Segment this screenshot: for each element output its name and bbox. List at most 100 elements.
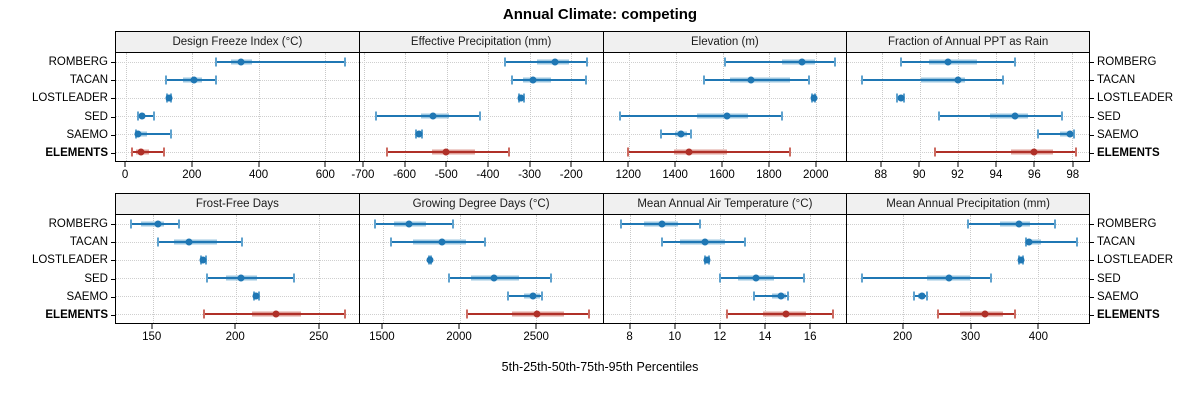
grid-line-v bbox=[1037, 215, 1039, 323]
axis-tick bbox=[970, 324, 971, 329]
whisker-cap bbox=[1074, 147, 1077, 157]
strip-mean-annual-precipitation: Mean Annual Precipitation (mm) bbox=[846, 193, 1090, 215]
axis-tick-label: -500 bbox=[434, 169, 458, 181]
grid-line-h bbox=[359, 224, 603, 225]
axis-tick bbox=[1072, 162, 1074, 167]
row-label-saemo: SAEMO bbox=[0, 126, 115, 144]
series-row-tacan bbox=[847, 71, 1089, 89]
median-dot bbox=[138, 112, 146, 120]
whisker-cap bbox=[831, 309, 834, 319]
grid-line-h bbox=[116, 116, 359, 117]
percentile-whisker bbox=[375, 223, 453, 225]
axis-tick bbox=[809, 324, 811, 329]
axis-tick bbox=[815, 162, 817, 167]
axis-mean-annual-precipitation: 200 300 400 bbox=[846, 324, 1090, 355]
plot-effective-precipitation bbox=[358, 53, 603, 162]
plot-fraction-annual-ppt-rain bbox=[846, 53, 1090, 162]
axis-tick bbox=[458, 324, 460, 329]
series-row-sed bbox=[603, 107, 847, 125]
grid-line-v bbox=[970, 215, 972, 323]
whisker-cap bbox=[753, 291, 756, 301]
row-labels-left-1: ROMBERG TACAN LOSTLEADER SED SAEMO ELEMENTS bbox=[0, 31, 115, 193]
axis-tick bbox=[234, 324, 236, 329]
grid-line-h bbox=[603, 224, 847, 225]
axis-tick-label: 300 bbox=[960, 331, 981, 343]
whisker-cap bbox=[802, 273, 805, 283]
whisker-cap bbox=[549, 273, 552, 283]
whisker-cap bbox=[937, 309, 940, 319]
strip-frost-free-days: Frost-Free Days bbox=[115, 193, 359, 215]
whisker-cap bbox=[585, 75, 588, 85]
whisker-cap bbox=[966, 219, 969, 229]
series-row-sed bbox=[603, 269, 847, 287]
row-label-elements: ELEMENTS bbox=[0, 144, 115, 162]
median-dot bbox=[703, 256, 711, 264]
grid-line-h bbox=[603, 134, 847, 135]
whisker-cap bbox=[690, 129, 693, 139]
percentile-whisker bbox=[862, 277, 992, 279]
whisker-cap bbox=[344, 57, 347, 67]
row-label-romberg: ROMBERG bbox=[1090, 53, 1200, 71]
series-row-elements bbox=[847, 305, 1089, 323]
whisker-cap bbox=[164, 75, 167, 85]
median-dot bbox=[134, 130, 142, 138]
grid-line-v bbox=[363, 53, 365, 161]
axis-tick bbox=[124, 162, 126, 167]
grid-line-v bbox=[630, 215, 632, 323]
median-dot bbox=[415, 130, 423, 138]
whisker-cap bbox=[214, 57, 217, 67]
median-dot bbox=[1066, 130, 1074, 138]
axis-tick bbox=[191, 162, 193, 167]
axis-tick bbox=[719, 324, 721, 329]
whisker-cap bbox=[375, 111, 378, 121]
panel-row-1: ROMBERG TACAN LOSTLEADER SED SAEMO ELEMENTS De… bbox=[0, 31, 1200, 193]
whisker-cap bbox=[390, 237, 393, 247]
percentile-whisker bbox=[507, 295, 542, 297]
series-row-lostleader bbox=[359, 251, 603, 269]
strip-fraction-annual-ppt-rain: Fraction of Annual PPT as Rain bbox=[846, 31, 1090, 53]
series-row-saemo bbox=[847, 125, 1089, 143]
series-row-lostleader bbox=[116, 251, 359, 269]
panel-grid: ROMBERG TACAN LOSTLEADER SED SAEMO ELEMENTS De… bbox=[0, 31, 1200, 355]
median-dot bbox=[154, 220, 162, 228]
axis-tick bbox=[324, 162, 326, 167]
grid-line-v bbox=[325, 53, 327, 161]
axis-tick-label: 1600 bbox=[709, 169, 735, 181]
axis-tick-label: 12 bbox=[713, 331, 727, 343]
series-row-saemo bbox=[359, 125, 603, 143]
axis-tick bbox=[535, 324, 537, 329]
grid-line-h bbox=[116, 224, 359, 225]
median-dot bbox=[490, 274, 498, 282]
axis-tick-label: 150 bbox=[142, 331, 162, 343]
series-row-elements bbox=[116, 305, 359, 323]
grid-line-h bbox=[359, 134, 603, 135]
series-row-sed bbox=[847, 269, 1089, 287]
row-label-tacan: TACAN bbox=[0, 71, 115, 89]
whisker-cap bbox=[724, 57, 727, 67]
grid-line-h bbox=[359, 80, 603, 81]
row-label-sed: SED bbox=[1090, 108, 1200, 126]
grid-line-v bbox=[192, 53, 194, 161]
axis-growing-degree-days: 1500 2000 2500 bbox=[359, 324, 603, 355]
median-dot bbox=[954, 76, 962, 84]
grid-line-v bbox=[903, 215, 905, 323]
whisker-cap bbox=[620, 219, 623, 229]
median-dot bbox=[1030, 148, 1038, 156]
median-dot bbox=[533, 310, 541, 318]
grid-line-v bbox=[529, 53, 531, 161]
axis-tick bbox=[570, 162, 572, 167]
whisker-cap bbox=[912, 291, 915, 301]
grid-line-v bbox=[810, 215, 812, 323]
percentile-whisker bbox=[137, 115, 155, 117]
median-dot bbox=[517, 94, 525, 102]
row-label-sed: SED bbox=[0, 108, 115, 126]
strip-effective-precipitation: Effective Precipitation (mm) bbox=[358, 31, 603, 53]
series-row-lostleader bbox=[603, 89, 847, 107]
grid-line-v bbox=[675, 215, 677, 323]
axis-tick bbox=[768, 162, 770, 167]
plot-frost-free-days bbox=[115, 215, 359, 324]
row-labels-left-2: ROMBERG TACAN LOSTLEADER SED SAEMO ELEMENTS bbox=[0, 193, 115, 355]
series-row-saemo bbox=[847, 287, 1089, 305]
median-dot bbox=[438, 238, 446, 246]
whisker-cap bbox=[447, 273, 450, 283]
